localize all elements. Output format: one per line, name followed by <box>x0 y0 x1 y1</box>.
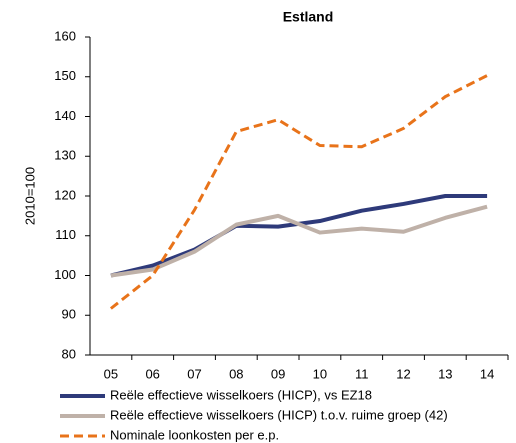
y-tick-label: 90 <box>62 307 76 322</box>
x-tick-label: 08 <box>229 366 243 381</box>
x-tick-label: 05 <box>104 366 118 381</box>
series-line <box>110 204 488 278</box>
legend-label: Reële effectieve wisselkoers (HICP), vs … <box>110 387 372 402</box>
y-axis-label: 2010=100 <box>22 167 37 225</box>
y-tick-label: 140 <box>54 108 76 123</box>
x-tick-label: 07 <box>187 366 201 381</box>
y-tick-label: 120 <box>54 187 76 202</box>
x-tick-label: 14 <box>480 366 494 381</box>
x-tick-label: 11 <box>355 366 369 381</box>
y-tick-label: 130 <box>54 148 76 163</box>
y-tick-label: 150 <box>54 68 76 83</box>
x-tick-label: 10 <box>313 366 327 381</box>
x-tick-label: 12 <box>396 366 410 381</box>
legend-label: Nominale loonkosten per e.p. <box>110 427 279 442</box>
legend-label: Reële effectieve wisselkoers (HICP) t.o.… <box>110 407 448 422</box>
y-tick-label: 110 <box>55 227 76 242</box>
chart-title: Estland <box>283 9 334 25</box>
x-tick-label: 09 <box>271 366 285 381</box>
x-tick-label: 13 <box>438 366 452 381</box>
y-tick-label: 100 <box>54 267 76 282</box>
x-tick-label: 06 <box>145 366 159 381</box>
series-line <box>109 74 488 310</box>
y-tick-label: 80 <box>62 346 76 361</box>
y-tick-label: 160 <box>54 28 76 43</box>
